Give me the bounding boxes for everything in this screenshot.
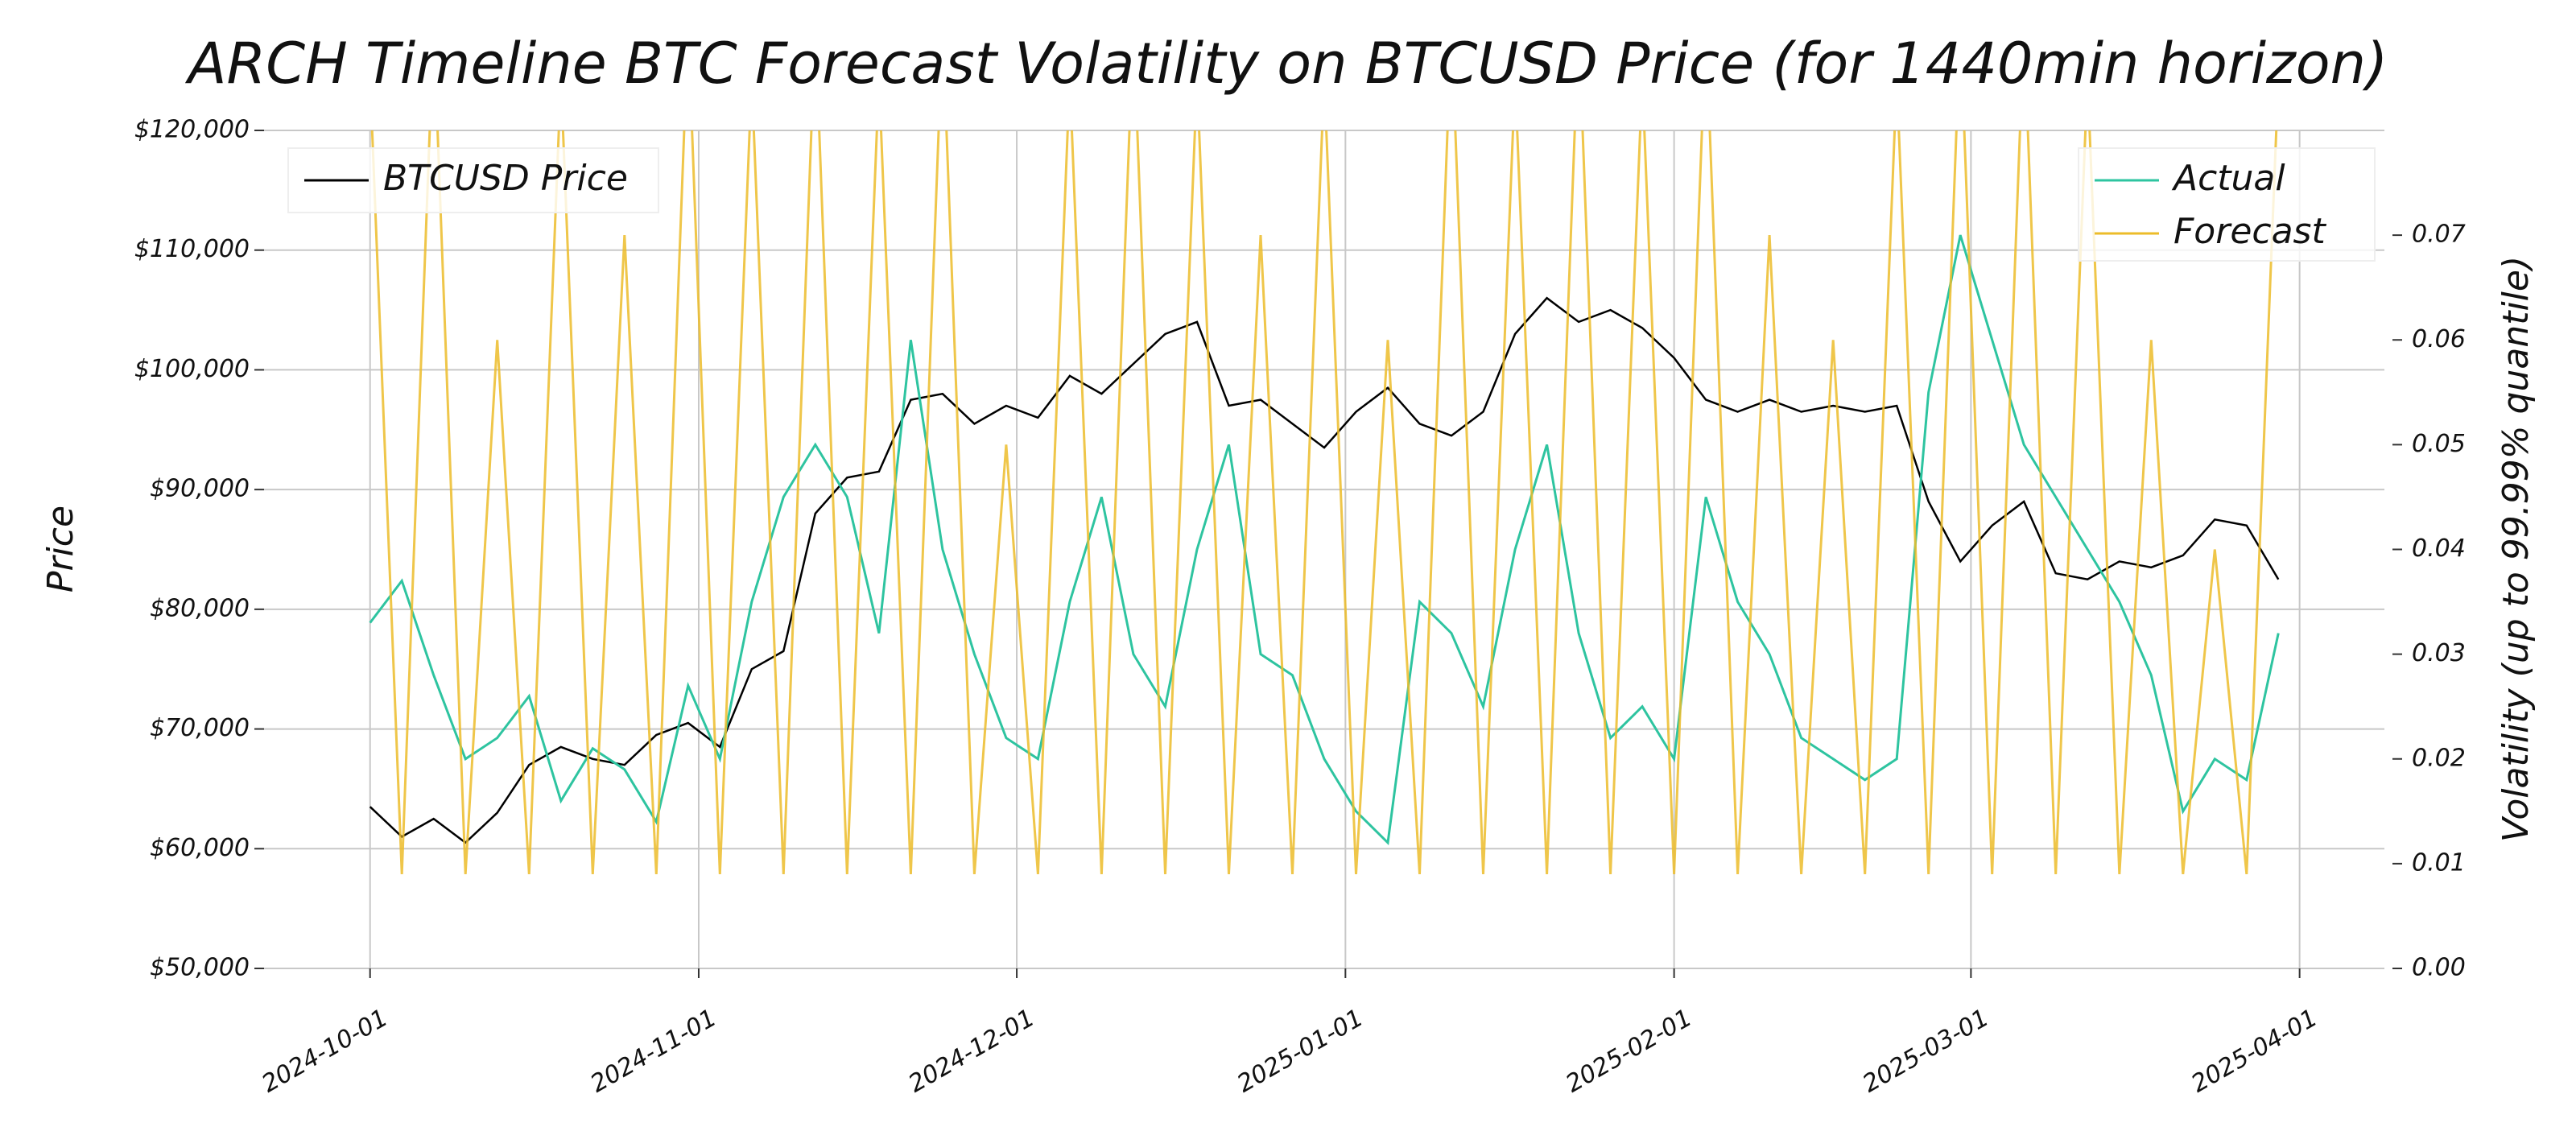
x-tick-label: 2024-10-01 <box>257 1004 392 1098</box>
y2-tick-label: 0.06 <box>2412 325 2466 353</box>
legend-label: BTCUSD Price <box>383 158 628 199</box>
x-tick-label: 2025-02-01 <box>1561 1004 1696 1098</box>
y-tick-label: $60,000 <box>150 834 250 862</box>
y2-axis-label: Volatility (up to 99.99% quantile) <box>2496 256 2537 842</box>
chart-title: ARCH Timeline BTC Forecast Volatility on… <box>185 31 2388 97</box>
y-tick-label: $70,000 <box>150 714 250 742</box>
series-line <box>369 296 2280 844</box>
x-tick-label: 2024-11-01 <box>586 1004 721 1098</box>
legend-label: Forecast <box>2174 211 2326 252</box>
y-tick-label: $80,000 <box>150 594 250 622</box>
y-tick-label: $110,000 <box>134 235 250 263</box>
x-tick-label: 2025-03-01 <box>1858 1004 1993 1098</box>
y2-tick-label: 0.05 <box>2412 430 2466 458</box>
y2-tick-label: 0.03 <box>2412 639 2466 667</box>
y2-tick-label: 0.07 <box>2412 221 2466 249</box>
x-tick-label: 2024-12-01 <box>904 1004 1039 1098</box>
x-tick-label: 2025-04-01 <box>2186 1004 2322 1098</box>
plot-area <box>369 130 2280 875</box>
y-tick-label: $50,000 <box>150 954 250 982</box>
y2-tick-label: 0.00 <box>2412 954 2466 982</box>
x-tick-label: 2025-01-01 <box>1232 1004 1368 1098</box>
y2-tick-label: 0.02 <box>2412 744 2466 772</box>
y-tick-label: $90,000 <box>150 475 250 503</box>
y-axis-label: Price <box>40 506 81 592</box>
y2-tick-label: 0.01 <box>2412 848 2466 877</box>
y-tick-label: $100,000 <box>134 355 250 383</box>
legend-label: Actual <box>2171 158 2285 199</box>
legend-box <box>2078 147 2376 262</box>
y-tick-label: $120,000 <box>134 116 250 144</box>
series-line <box>369 234 2280 845</box>
y2-tick-label: 0.04 <box>2412 535 2466 563</box>
